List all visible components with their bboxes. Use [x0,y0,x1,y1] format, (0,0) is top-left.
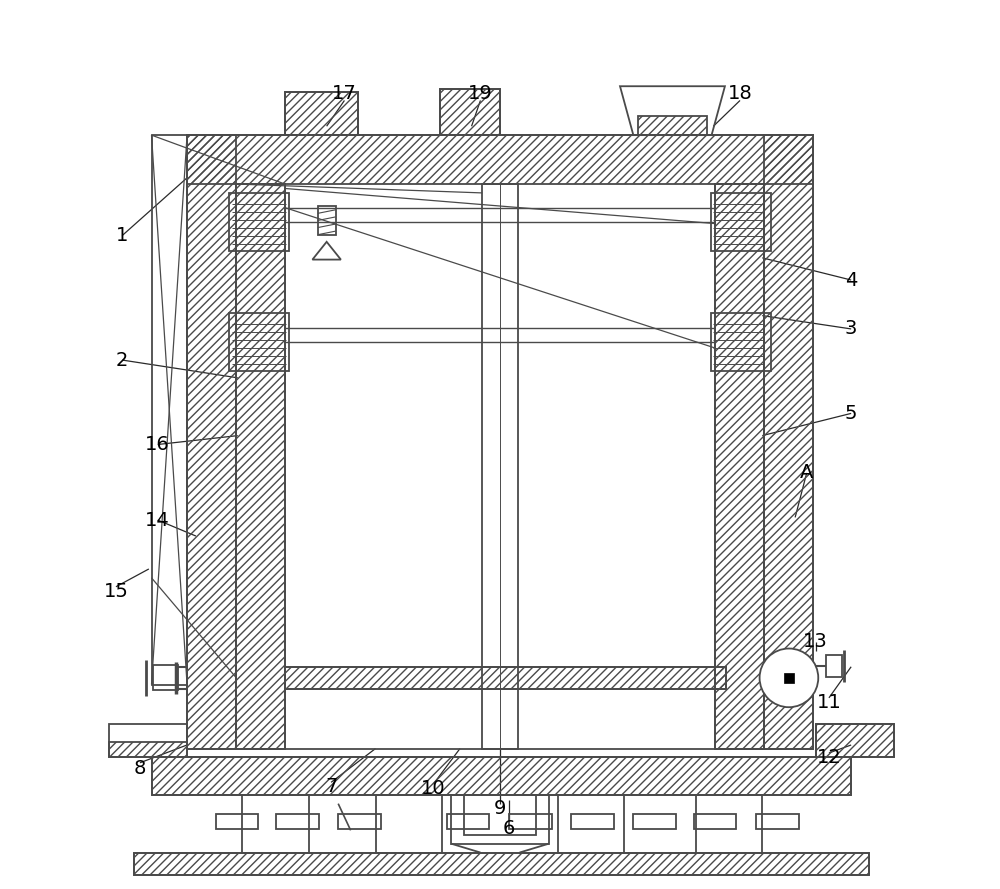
Text: 13: 13 [803,632,828,652]
Text: 8: 8 [134,759,146,779]
Polygon shape [784,672,794,683]
Text: 4: 4 [845,270,857,290]
Text: 6: 6 [503,819,515,838]
Circle shape [760,649,818,708]
Text: 3: 3 [845,319,857,339]
Text: 5: 5 [845,404,857,423]
Text: 12: 12 [817,748,841,767]
Text: A: A [800,463,813,483]
Text: 18: 18 [728,84,752,103]
Text: 10: 10 [421,779,446,798]
Text: 19: 19 [468,84,493,103]
Text: 2: 2 [116,350,128,370]
Text: 11: 11 [817,693,841,712]
Text: 1: 1 [116,226,128,245]
Text: 14: 14 [145,510,170,530]
Text: 9: 9 [494,799,506,819]
Text: 17: 17 [332,84,357,103]
Text: 16: 16 [145,435,170,454]
Text: 15: 15 [104,581,128,601]
Text: 7: 7 [325,777,337,797]
